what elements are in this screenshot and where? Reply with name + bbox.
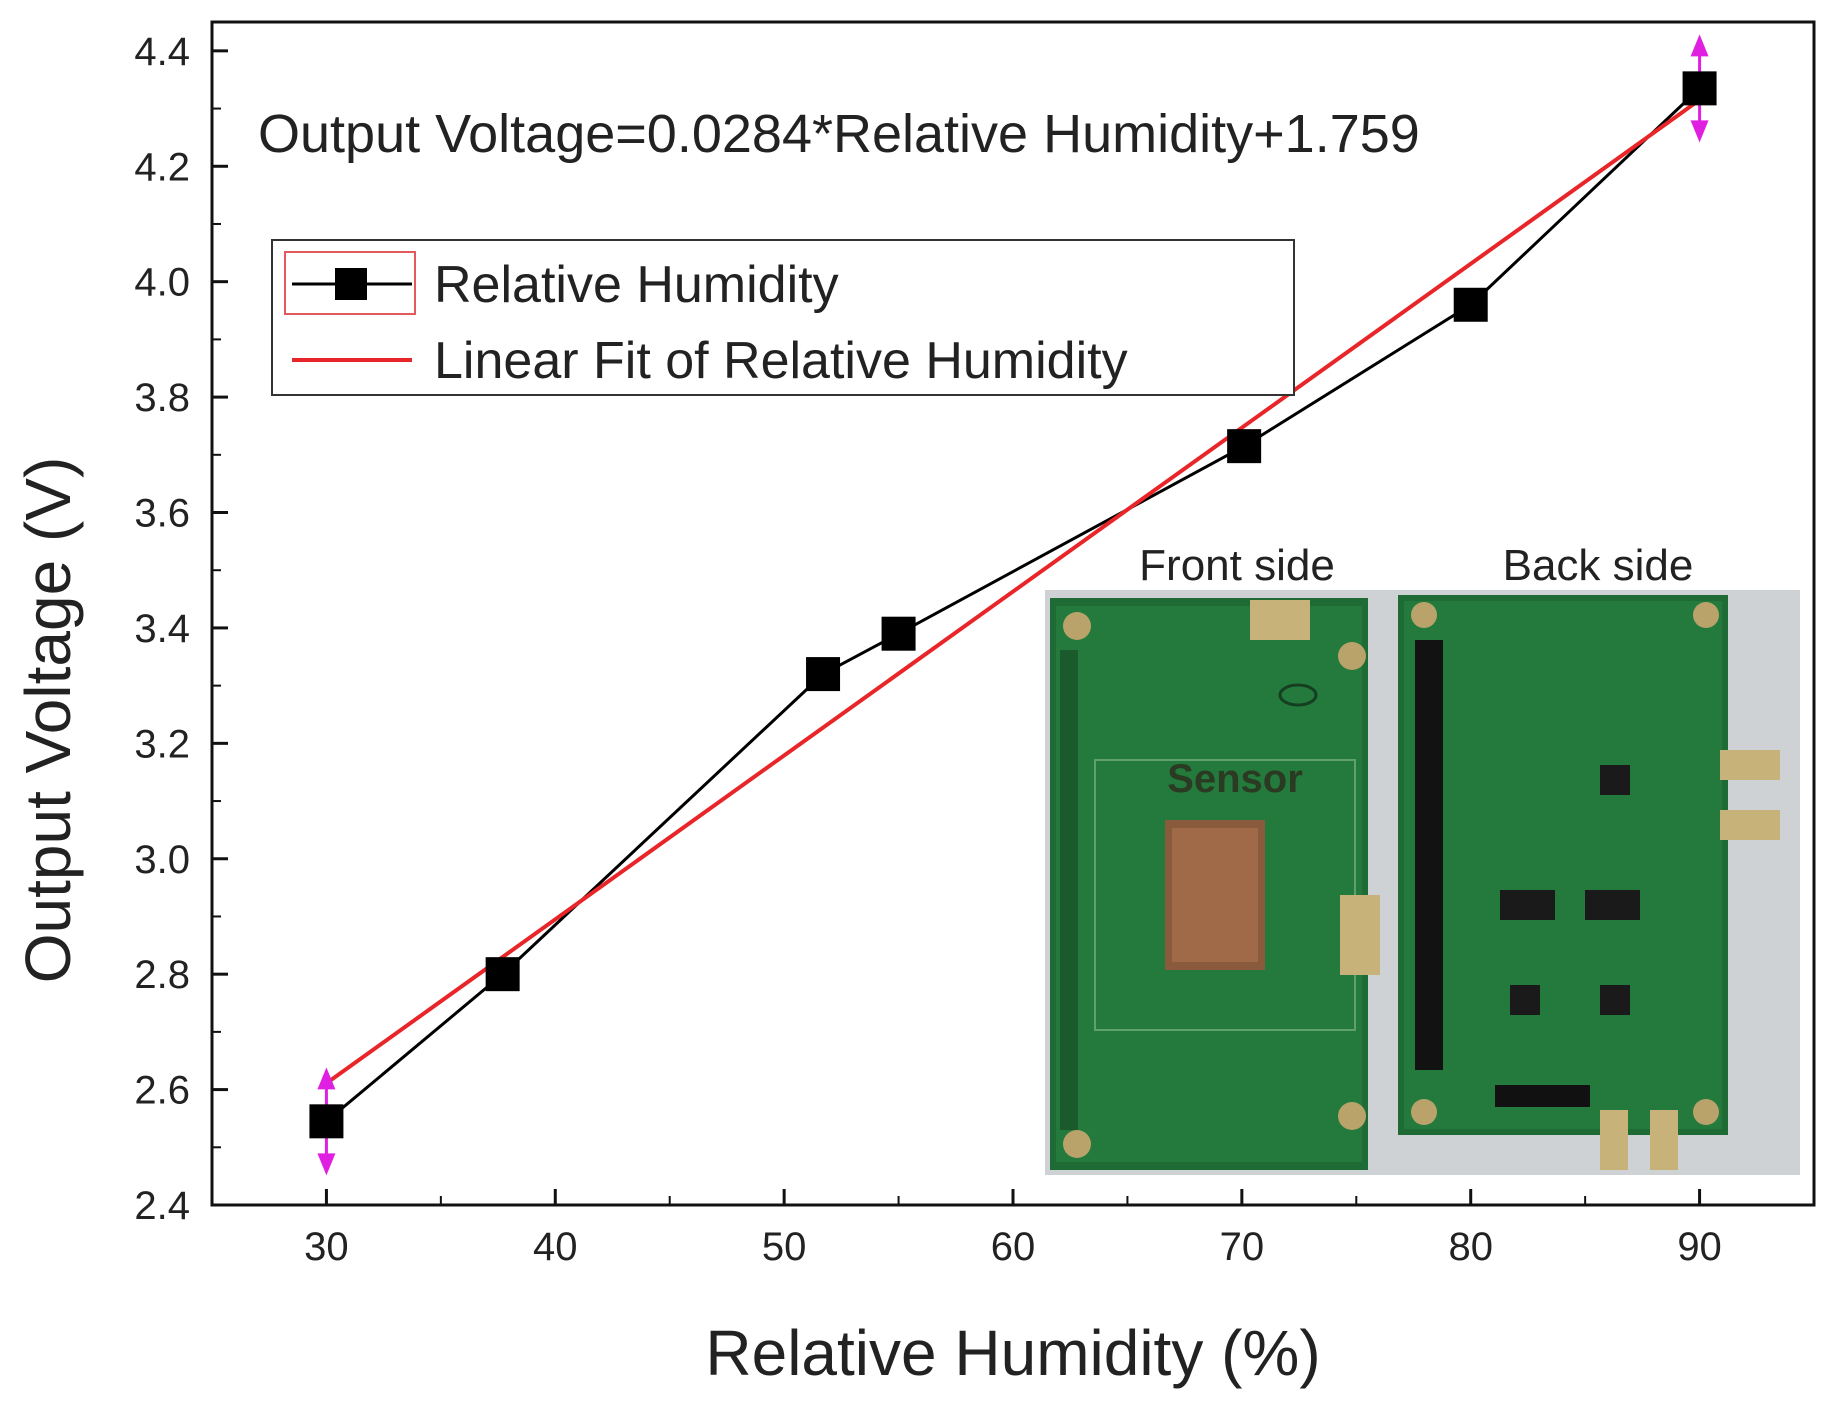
y-axis-title: Output Voltage (V) [12,457,84,984]
y-axis: 2.4 2.6 2.8 3.0 3.2 3.4 3.6 3.8 4.0 4.2 4.4 [134,30,228,1228]
inset-sensor-label: Sensor [1167,757,1303,801]
inset-front-label: Front side [1139,541,1335,590]
inset-photo: Front side Back side Sensor [1045,541,1800,1175]
x-tick-label-1: 40 [533,1225,578,1269]
y-tick-label-2: 2.8 [134,953,190,997]
fit-equation: Output Voltage=0.0284*Relative Humidity+… [258,104,1420,164]
y-tick-label-1: 2.6 [134,1069,190,1113]
y-tick-label-8: 4.0 [134,261,190,305]
legend-box [271,239,1295,396]
y-tick-label-3: 3.0 [134,838,190,882]
y-tick-label-5: 3.4 [134,607,190,651]
x-tick-label-0: 30 [304,1225,349,1269]
linear-fit-line [325,98,1701,1085]
data-point-6 [1682,71,1717,106]
front-board-image [1050,598,1380,1170]
data-point-3 [881,616,916,651]
data-point-5 [1453,287,1488,322]
data-point-1 [485,957,520,992]
data-point-2 [806,657,841,692]
y-tick-label-0: 2.4 [134,1184,190,1228]
y-tick-label-4: 3.2 [134,722,190,766]
back-board-image [1398,595,1780,1170]
y-tick-label-10: 4.4 [134,30,190,74]
y-tick-label-9: 4.2 [134,145,190,189]
legend: Relative Humidity Linear Fit of Relative… [271,239,1295,396]
legend-label-series-1: Relative Humidity [434,256,839,314]
y-tick-label-6: 3.6 [134,492,190,536]
legend-highlight [284,251,416,315]
legend-marker-series-1 [335,268,367,300]
x-axis: 30 40 50 60 70 80 90 [211,1189,1722,1269]
y-tick-label-7: 3.8 [134,376,190,420]
legend-label-series-2: Linear Fit of Relative Humidity [434,332,1128,390]
data-point-0 [309,1104,344,1139]
x-tick-label-2: 50 [762,1225,807,1269]
series-layer [309,34,1717,1176]
x-tick-label-5: 80 [1448,1225,1493,1269]
x-tick-label-3: 60 [991,1225,1036,1269]
inset-back-label: Back side [1503,541,1694,590]
data-point-4 [1227,429,1262,464]
x-tick-label-6: 90 [1677,1225,1722,1269]
x-tick-label-4: 70 [1220,1225,1265,1269]
x-axis-title: Relative Humidity (%) [705,1317,1320,1389]
